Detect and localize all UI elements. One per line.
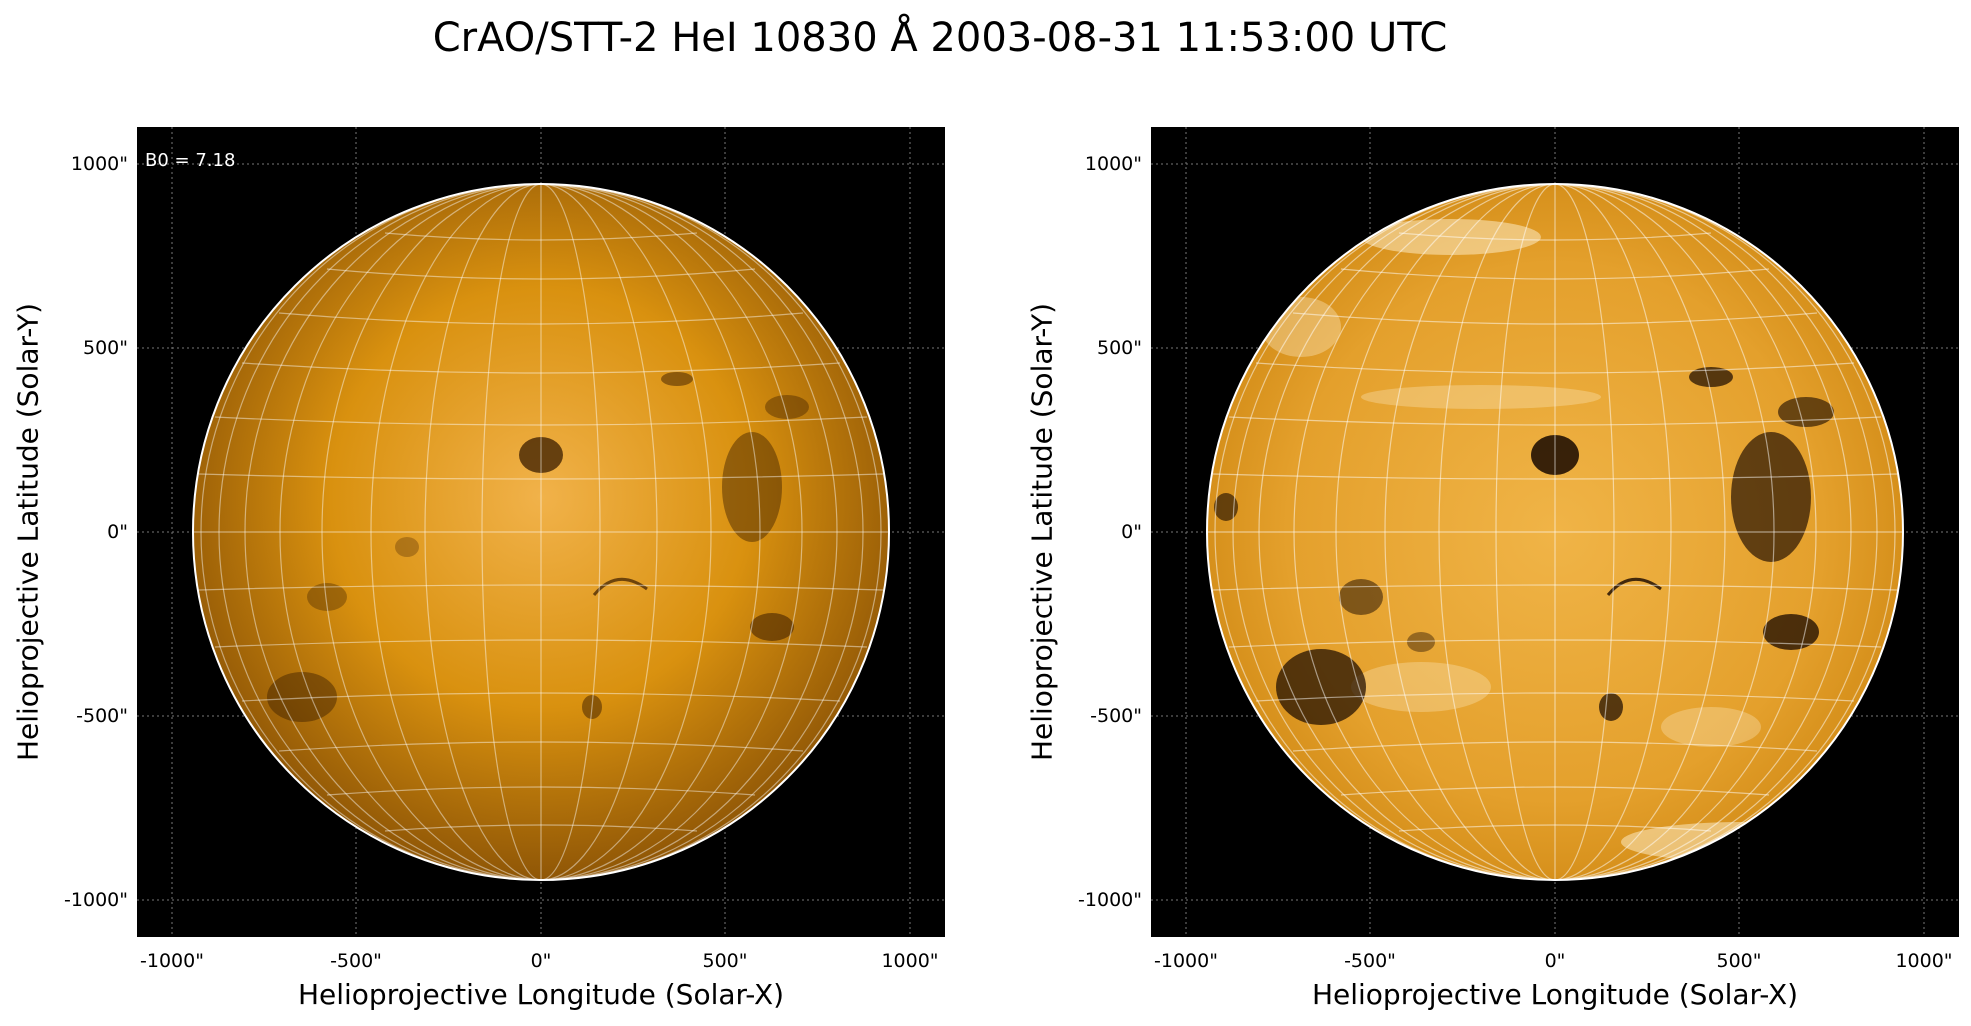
x-tick-label: 1000" [881, 950, 939, 972]
y-tick-label: 0" [107, 521, 128, 543]
solar-disk [193, 184, 889, 880]
b0-annotation: B0 = 7.18 [145, 150, 236, 171]
solar-limb [1206, 183, 1904, 881]
figure-title: CrAO/STT-2 HeI 10830 Å 2003-08-31 11:53:… [432, 15, 1448, 61]
x-axis-label-right: Helioprojective Longitude (Solar-X) [1311, 978, 1799, 1011]
y-tick-label: 1000" [1084, 153, 1142, 175]
y-tick-label: 500" [1096, 337, 1142, 359]
x-tick-label: -1000" [140, 950, 204, 972]
x-axis-label-left: Helioprojective Longitude (Solar-X) [297, 978, 785, 1011]
solar-limb [192, 183, 890, 881]
x-tick-label: -1000" [1154, 950, 1218, 972]
solar-disk-panel-right [1151, 127, 1959, 937]
heliographic-grid [1207, 184, 1903, 880]
x-tick-label: 0" [1544, 950, 1566, 972]
y-tick-label: -500" [1090, 705, 1142, 727]
y-tick-label: 500" [82, 337, 128, 359]
x-tick-label: -500" [1344, 950, 1396, 972]
y-tick-label: -1000" [64, 889, 128, 911]
x-tick-label: 1000" [1895, 950, 1953, 972]
solar-disk-panel-left [137, 127, 945, 937]
solar-disk-plot-right [1151, 127, 1959, 937]
x-tick-label: -500" [330, 950, 382, 972]
solar-disk-plot-left [137, 127, 945, 937]
x-tick-label: 500" [1716, 950, 1762, 972]
y-tick-label: -500" [76, 705, 128, 727]
y-tick-label: -1000" [1078, 889, 1142, 911]
x-tick-label: 500" [702, 950, 748, 972]
x-tick-label: 0" [530, 950, 552, 972]
dark-features [267, 372, 809, 722]
heliographic-grid [193, 184, 889, 880]
y-tick-label: 1000" [70, 153, 128, 175]
y-tick-label: 0" [1121, 521, 1142, 543]
